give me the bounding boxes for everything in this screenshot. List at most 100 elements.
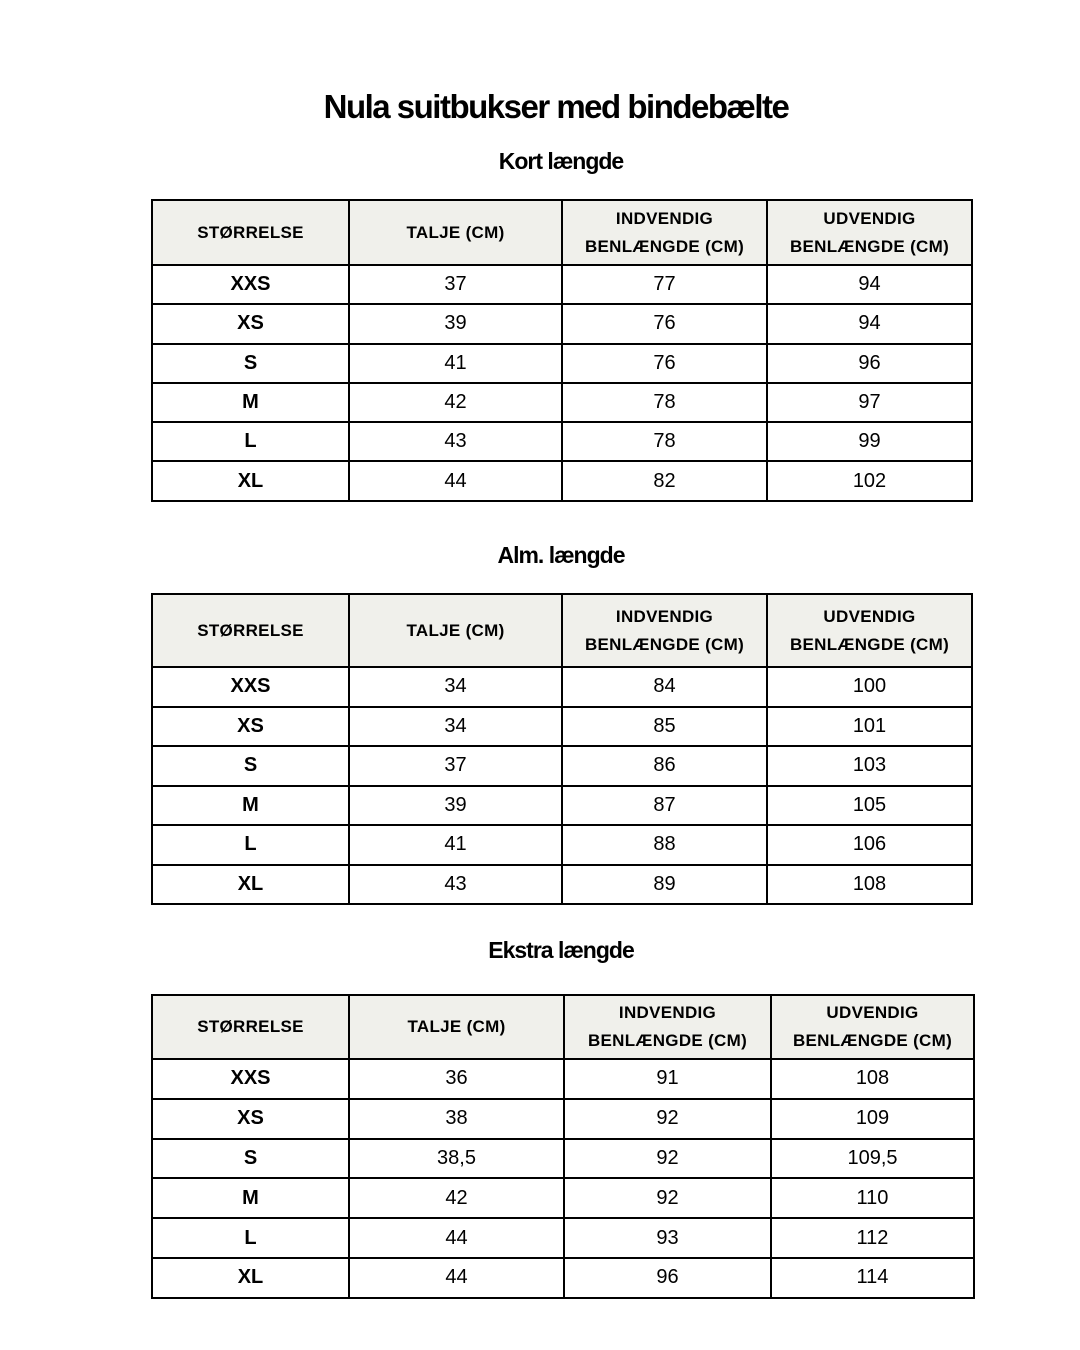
table-row: M 42 92 110 xyxy=(151,1177,975,1220)
value-cell: 41 xyxy=(348,342,563,384)
column-header: TALJE (CM) xyxy=(348,199,563,266)
column-header: UDVENDIG BENLÆNGDE (CM) xyxy=(766,199,973,266)
table-header-row: STØRRELSE TALJE (CM) INDVENDIG BENLÆNGDE (… xyxy=(151,994,975,1060)
value-cell: 77 xyxy=(561,263,768,306)
table-row: XS 38 92 109 xyxy=(151,1097,975,1140)
size-cell: L xyxy=(151,1217,350,1259)
value-cell: 108 xyxy=(766,863,973,905)
value-cell: 82 xyxy=(561,460,768,502)
table-row: XL 44 82 102 xyxy=(151,460,973,502)
column-header: STØRRELSE xyxy=(151,199,350,266)
value-cell: 106 xyxy=(766,824,973,866)
size-cell: M xyxy=(151,784,350,826)
value-cell: 103 xyxy=(766,745,973,787)
column-header: TALJE (CM) xyxy=(348,593,563,668)
value-cell: 94 xyxy=(766,263,973,306)
value-cell: 38 xyxy=(348,1097,565,1140)
size-cell: M xyxy=(151,381,350,424)
size-cell: L xyxy=(151,421,350,463)
value-cell: 112 xyxy=(770,1217,975,1259)
size-cell: S xyxy=(151,342,350,384)
size-cell: S xyxy=(151,745,350,787)
table-row: S 37 86 103 xyxy=(151,745,973,787)
table-row: XL 44 96 114 xyxy=(151,1256,975,1299)
value-cell: 100 xyxy=(766,666,973,708)
value-cell: 37 xyxy=(348,745,563,787)
value-cell: 92 xyxy=(563,1137,772,1180)
table-row: XXS 37 77 94 xyxy=(151,263,973,306)
size-cell: XS xyxy=(151,303,350,345)
value-cell: 94 xyxy=(766,303,973,345)
value-cell: 44 xyxy=(348,460,563,502)
section-title-ekstra: Ekstra længde xyxy=(488,937,635,963)
value-cell: 38,5 xyxy=(348,1137,565,1180)
value-cell: 110 xyxy=(770,1177,975,1220)
size-cell: XXS xyxy=(151,263,350,306)
page-title: Nula suitbukser med bindebælte xyxy=(323,88,790,125)
value-cell: 97 xyxy=(766,381,973,424)
value-cell: 34 xyxy=(348,705,563,747)
value-cell: 43 xyxy=(348,863,563,905)
size-table-alm: STØRRELSE TALJE (CM) INDVENDIG BENLÆNGDE (… xyxy=(151,593,973,905)
value-cell: 86 xyxy=(561,745,768,787)
value-cell: 44 xyxy=(348,1256,565,1299)
size-cell: M xyxy=(151,1177,350,1220)
value-cell: 109 xyxy=(770,1097,975,1140)
column-header: INDVENDIG BENLÆNGDE (CM) xyxy=(563,994,772,1060)
table-row: XXS 34 84 100 xyxy=(151,666,973,708)
value-cell: 39 xyxy=(348,303,563,345)
value-cell: 78 xyxy=(561,421,768,463)
value-cell: 39 xyxy=(348,784,563,826)
size-cell: XXS xyxy=(151,1058,350,1100)
column-header: INDVENDIG BENLÆNGDE (CM) xyxy=(561,199,768,266)
value-cell: 114 xyxy=(770,1256,975,1299)
size-cell: S xyxy=(151,1137,350,1180)
value-cell: 42 xyxy=(348,1177,565,1220)
table-row: XS 39 76 94 xyxy=(151,303,973,345)
value-cell: 41 xyxy=(348,824,563,866)
column-header: UDVENDIG BENLÆNGDE (CM) xyxy=(770,994,975,1060)
value-cell: 87 xyxy=(561,784,768,826)
value-cell: 76 xyxy=(561,303,768,345)
value-cell: 102 xyxy=(766,460,973,502)
table-row: L 43 78 99 xyxy=(151,421,973,463)
table-row: XS 34 85 101 xyxy=(151,705,973,747)
value-cell: 34 xyxy=(348,666,563,708)
value-cell: 101 xyxy=(766,705,973,747)
value-cell: 44 xyxy=(348,1217,565,1259)
table-row: M 39 87 105 xyxy=(151,784,973,826)
value-cell: 42 xyxy=(348,381,563,424)
section-title-kort: Kort længde xyxy=(498,148,624,174)
value-cell: 108 xyxy=(770,1058,975,1100)
size-cell: XL xyxy=(151,863,350,905)
size-cell: L xyxy=(151,824,350,866)
size-table-ekstra: STØRRELSE TALJE (CM) INDVENDIG BENLÆNGDE (… xyxy=(151,994,975,1299)
table-row: L 41 88 106 xyxy=(151,824,973,866)
value-cell: 91 xyxy=(563,1058,772,1100)
size-table-kort: STØRRELSE TALJE (CM) INDVENDIG BENLÆNGDE (… xyxy=(151,199,973,502)
column-header: STØRRELSE xyxy=(151,994,350,1060)
table-row: M 42 78 97 xyxy=(151,381,973,424)
value-cell: 84 xyxy=(561,666,768,708)
column-header: TALJE (CM) xyxy=(348,994,565,1060)
section-title-alm: Alm. længde xyxy=(497,542,625,568)
table-row: XL 43 89 108 xyxy=(151,863,973,905)
value-cell: 96 xyxy=(563,1256,772,1299)
value-cell: 96 xyxy=(766,342,973,384)
value-cell: 105 xyxy=(766,784,973,826)
table-row: L 44 93 112 xyxy=(151,1217,975,1259)
value-cell: 36 xyxy=(348,1058,565,1100)
size-cell: XL xyxy=(151,460,350,502)
table-row: S 38,5 92 109,5 xyxy=(151,1137,975,1180)
value-cell: 93 xyxy=(563,1217,772,1259)
column-header: INDVENDIG BENLÆNGDE (CM) xyxy=(561,593,768,668)
column-header: UDVENDIG BENLÆNGDE (CM) xyxy=(766,593,973,668)
value-cell: 92 xyxy=(563,1097,772,1140)
value-cell: 89 xyxy=(561,863,768,905)
value-cell: 76 xyxy=(561,342,768,384)
value-cell: 92 xyxy=(563,1177,772,1220)
value-cell: 37 xyxy=(348,263,563,306)
size-cell: XL xyxy=(151,1256,350,1299)
size-cell: XS xyxy=(151,1097,350,1140)
value-cell: 109,5 xyxy=(770,1137,975,1180)
